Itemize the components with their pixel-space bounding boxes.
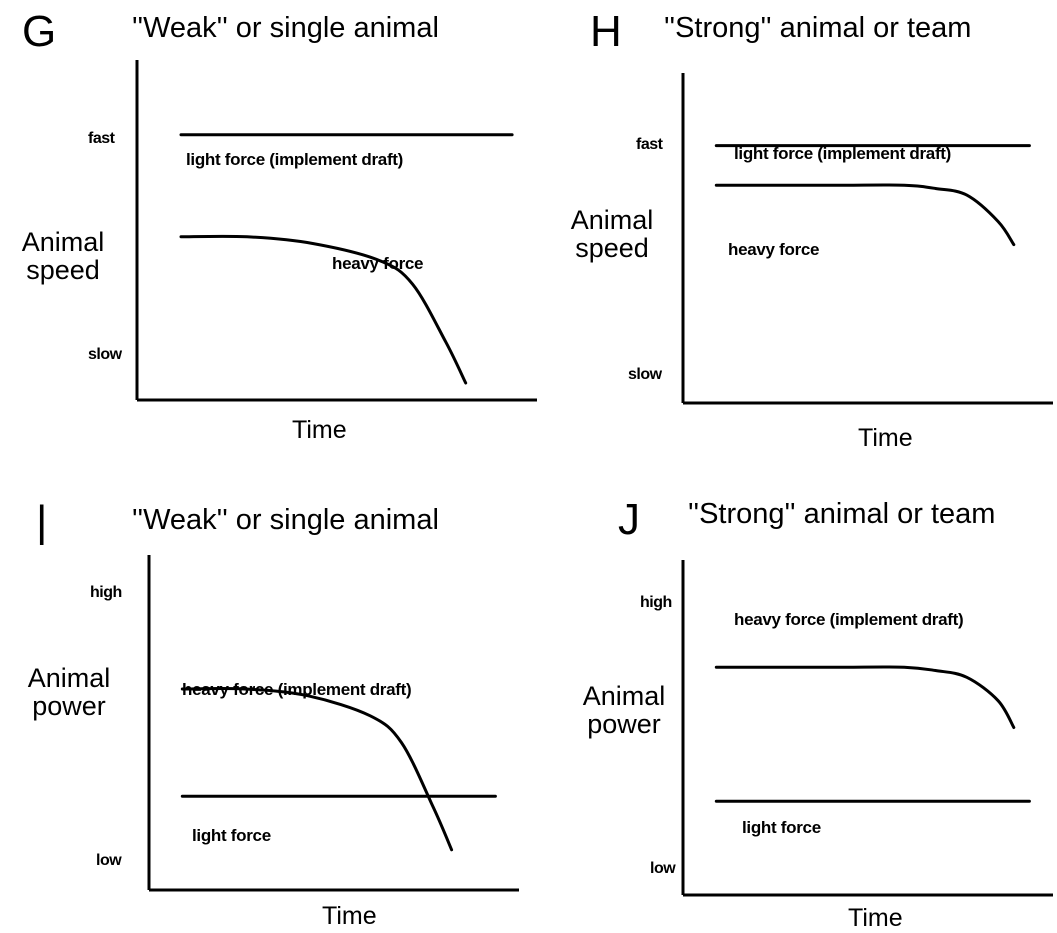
y-axis-label-line1: Animal [21,227,105,257]
panel-letter: G [22,7,57,56]
series-line-heavy-force [180,687,454,852]
line-label-light-force: light force (implement draft) [186,150,404,169]
y-axis-label-line1: Animal [570,205,654,235]
y-tick-top: high [640,594,672,611]
panel-title: ''Strong'' animal or team [664,12,972,44]
x-axis-label: Time [322,902,377,930]
line-label-light-force: light force [192,826,271,845]
panel-title: ''Strong'' animal or team [688,498,996,530]
y-tick-top: fast [88,130,115,147]
y-tick-bottom: slow [628,366,662,383]
line-label-light-force: light force [742,818,821,837]
series-line-heavy-force [714,665,1016,729]
y-tick-bottom: slow [88,346,122,363]
y-axis-label-line2: speed [575,233,649,264]
line-label-heavy-force: heavy force (implement draft) [182,680,412,699]
series-line-heavy-force [714,183,1016,247]
panel-letter: | [36,497,48,546]
x-axis-label: Time [848,904,903,932]
plot-g [135,60,537,402]
y-axis-label: Animal power [14,664,124,721]
y-axis-label-line2: speed [26,255,100,286]
y-axis-label: Animal speed [8,228,118,285]
x-axis-label: Time [292,416,347,444]
line-label-heavy-force: heavy force (implement draft) [734,610,964,629]
y-axis-label-line2: power [587,709,661,740]
y-tick-top: high [90,584,122,601]
y-axis-label-line2: power [32,691,106,722]
x-axis-label: Time [858,424,913,452]
panel-letter: J [618,495,640,544]
series-line-heavy-force [179,234,468,385]
panel-title: ''Weak'' or single animal [132,12,439,44]
panel-title: ''Weak'' or single animal [132,504,439,536]
line-label-heavy-force: heavy force [728,240,820,259]
line-label-light-force: light force (implement draft) [734,144,952,163]
y-axis-label-line1: Animal [582,681,666,711]
y-tick-bottom: low [96,852,122,869]
y-axis-label: Animal speed [552,206,672,263]
panel-letter: H [590,7,622,56]
y-tick-top: fast [636,136,663,153]
plot-h [681,73,1053,405]
y-axis-label-line1: Animal [27,663,111,693]
plot-j [681,560,1053,897]
y-axis-label: Animal power [564,682,684,739]
plot-i [147,555,519,892]
y-tick-bottom: low [650,860,676,877]
line-label-heavy-force: heavy force [332,254,424,273]
